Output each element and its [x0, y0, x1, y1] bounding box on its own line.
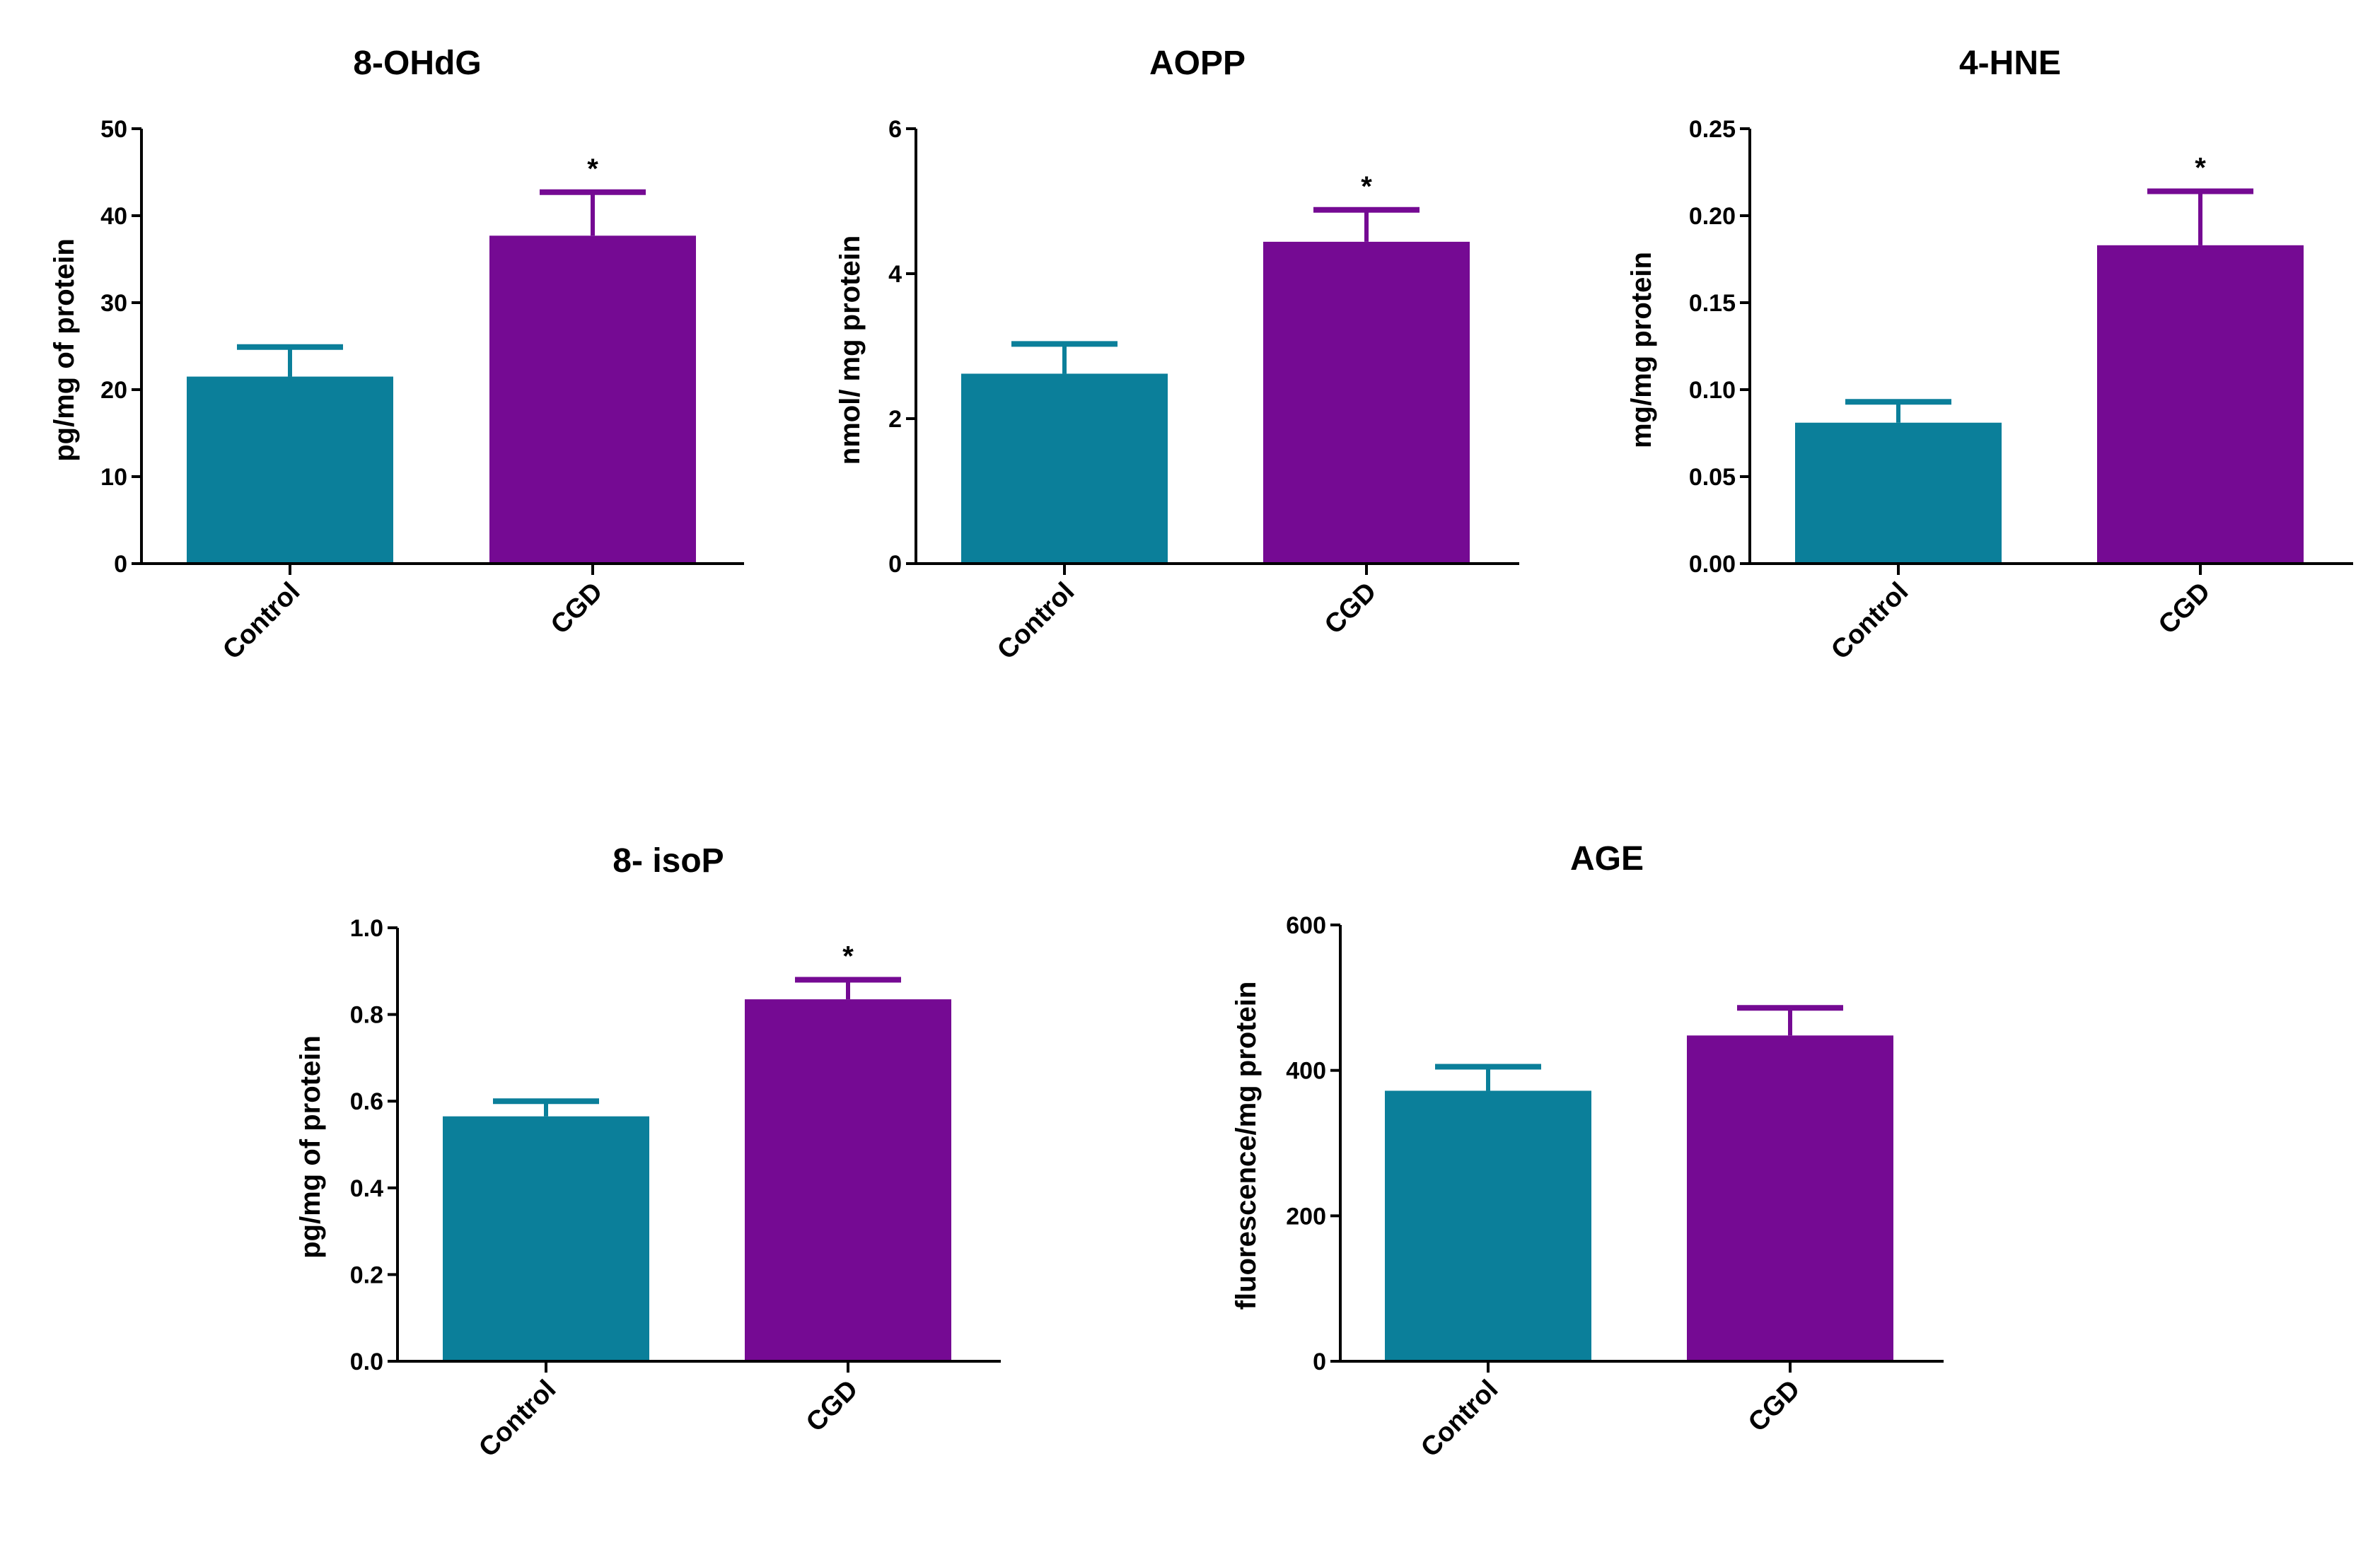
y-axis-label: pg/mg of protein [49, 238, 80, 462]
category-label-cgd: CGD [1743, 1375, 1806, 1438]
y-tick-label: 0.8 [350, 1002, 383, 1029]
panel-aopp: AOPP nmol/ mg protein 0 2 4 6 Control CGD * [835, 45, 1519, 665]
y-tick-label: 0.0 [350, 1349, 383, 1375]
category-label-cgd: CGD [545, 577, 608, 640]
panel-title: 8- isoP [613, 842, 724, 880]
category-label-cgd: CGD [1319, 577, 1382, 640]
y-tick-label: 600 [1286, 912, 1326, 939]
bar-control [1795, 422, 2002, 564]
significance-marker: * [1361, 171, 1372, 202]
y-tick-label: 400 [1286, 1058, 1326, 1085]
panel-title: AOPP [1149, 45, 1246, 82]
y-tick-label: 6 [888, 116, 902, 143]
y-tick-label: 0.20 [1689, 203, 1736, 230]
panel-8-isop: 8- isoP pg/mg of protein 0.0 0.2 0.4 0.6 0.8… [295, 842, 1001, 1463]
y-tick-label: 0 [114, 551, 127, 578]
panel-title: 8-OHdG [353, 45, 481, 82]
y-tick-label: 0 [1313, 1349, 1326, 1375]
category-label-control: Control [992, 577, 1080, 665]
panel-title: 4-HNE [1959, 45, 2061, 82]
category-label-control: Control [1415, 1375, 1504, 1463]
panel-age: AGE fluorescence/mg protein 0 200 400 600 C… [1231, 840, 1944, 1463]
y-axis-label: pg/mg of protein [295, 1035, 326, 1259]
y-tick-label: 20 [100, 377, 127, 404]
y-tick-label: 0.05 [1689, 464, 1736, 491]
significance-marker: * [2195, 153, 2206, 184]
y-tick-label: 200 [1286, 1203, 1326, 1230]
y-tick-label: 0.15 [1689, 290, 1736, 317]
bar-control [1385, 1090, 1591, 1361]
y-tick-label: 0.4 [350, 1175, 383, 1202]
bar-cgd [1687, 1035, 1893, 1361]
y-tick-label: 50 [100, 116, 127, 143]
significance-marker: * [587, 153, 598, 185]
y-tick-label: 0.2 [350, 1262, 383, 1288]
y-tick-label: 0.00 [1689, 551, 1736, 578]
y-tick-label: 1.0 [350, 915, 383, 942]
y-tick-label: 4 [888, 261, 902, 288]
category-label-control: Control [217, 577, 306, 665]
y-axis-label: fluorescence/mg protein [1231, 982, 1262, 1310]
y-axis-label: mg/mg protein [1626, 252, 1657, 448]
y-tick-label: 0.25 [1689, 116, 1736, 143]
y-tick-label: 0.10 [1689, 377, 1736, 404]
y-tick-label: 0.6 [350, 1088, 383, 1115]
category-label-control: Control [1825, 577, 1914, 665]
bar-cgd [2097, 245, 2304, 564]
panel-4-hne: 4-HNE mg/mg protein 0.00 0.05 0.10 0.15 0.20… [1626, 45, 2353, 665]
bar-control [961, 373, 1168, 564]
y-axis-label: nmol/ mg protein [835, 235, 866, 465]
y-tick-label: 10 [100, 464, 127, 491]
bar-control [187, 376, 393, 564]
bar-cgd [489, 235, 696, 564]
y-tick-label: 0 [888, 551, 902, 578]
panel-title: AGE [1570, 840, 1644, 878]
y-tick-label: 2 [888, 406, 902, 433]
category-label-control: Control [473, 1375, 562, 1463]
significance-marker: * [842, 941, 854, 972]
category-label-cgd: CGD [2153, 577, 2216, 640]
bar-cgd [745, 999, 951, 1361]
bar-cgd [1263, 241, 1470, 564]
bar-control [443, 1116, 649, 1361]
y-tick-label: 30 [100, 290, 127, 317]
category-label-cgd: CGD [801, 1375, 864, 1438]
y-tick-label: 40 [100, 203, 127, 230]
panel-8-ohdg: 8-OHdG pg/mg of protein 0 10 20 30 40 50 Cont… [49, 45, 744, 665]
